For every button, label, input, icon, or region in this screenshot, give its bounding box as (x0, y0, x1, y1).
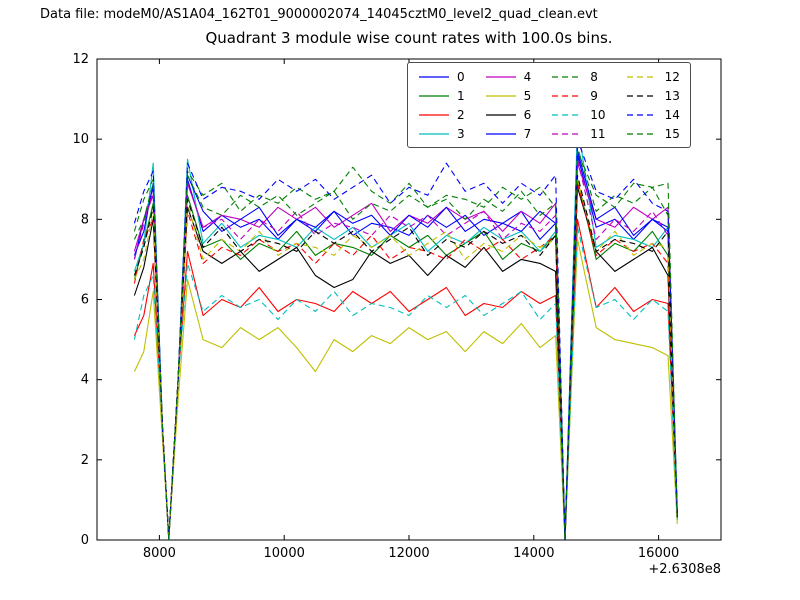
legend-line-sample (626, 113, 657, 116)
legend-item-5: 5 (485, 88, 532, 103)
legend-line-sample (419, 113, 449, 116)
series-line-6 (133, 186, 678, 540)
x-tick-label: 16000 (638, 546, 679, 561)
legend-item-3: 3 (418, 127, 465, 141)
legend-label: 15 (664, 126, 680, 141)
legend-label: 12 (664, 69, 680, 84)
series-line-9 (133, 182, 678, 540)
legend-label: 0 (457, 69, 465, 84)
series-line-13 (133, 174, 678, 540)
y-tick-label: 6 (81, 293, 89, 308)
legend-item-15: 15 (626, 127, 680, 141)
legend-item-7: 7 (485, 126, 532, 141)
series-line-2 (133, 218, 678, 540)
y-tick-label: 12 (72, 52, 89, 67)
legend-line-sample (626, 132, 657, 135)
series-line-3 (133, 122, 678, 540)
legend-line-sample (485, 75, 516, 78)
legend-label: 14 (664, 107, 680, 122)
legend-label: 3 (457, 126, 465, 141)
y-tick-label: 2 (81, 453, 89, 468)
legend-line-sample (552, 113, 583, 116)
legend-line-sample (552, 94, 583, 97)
series-line-14 (133, 138, 678, 540)
legend-line-sample (626, 94, 657, 97)
x-axis-offset-label: +2.6308e8 (648, 562, 721, 577)
legend-line-sample (419, 132, 449, 135)
x-tick-label: 8000 (143, 546, 176, 561)
legend-label: 2 (457, 107, 465, 122)
legend-item-14: 14 (626, 108, 680, 122)
legend-item-13: 13 (626, 89, 680, 103)
legend-line-sample (485, 113, 516, 116)
x-tick-label: 14000 (513, 546, 554, 561)
plot-title: Quadrant 3 module wise count rates with … (205, 29, 613, 47)
legend-item-12: 12 (626, 70, 680, 84)
legend-item-0: 0 (418, 70, 465, 84)
series-line-8 (133, 146, 678, 540)
series-line-5 (133, 238, 678, 540)
legend-line-sample (552, 75, 583, 78)
legend-label: 8 (590, 69, 598, 84)
legend-item-9: 9 (551, 89, 605, 103)
legend-label: 10 (590, 107, 606, 122)
y-tick-label: 0 (81, 533, 89, 548)
x-tick-label: 12000 (388, 546, 429, 561)
series-line-10 (133, 226, 678, 540)
legend-item-2: 2 (418, 108, 465, 122)
y-tick-label: 4 (81, 373, 89, 388)
series-line-12 (133, 178, 678, 540)
legend-line-sample (485, 132, 516, 135)
legend-item-8: 8 (551, 70, 605, 84)
legend-label: 9 (590, 88, 598, 103)
legend-label: 7 (523, 126, 532, 141)
legend-item-10: 10 (551, 107, 606, 122)
legend-label: 1 (457, 88, 465, 103)
legend-line-sample (419, 75, 449, 78)
y-tick-label: 8 (81, 212, 89, 227)
legend-line-sample (419, 94, 449, 97)
series-line-0 (133, 154, 678, 540)
legend-line-sample (552, 132, 583, 135)
legend-item-6: 6 (485, 107, 532, 122)
legend-label: 5 (523, 88, 532, 103)
legend-item-4: 4 (485, 69, 532, 84)
y-tick-label: 10 (72, 132, 89, 147)
legend-label: 6 (523, 107, 532, 122)
series-line-15 (133, 150, 678, 540)
x-tick-label: 10000 (264, 546, 305, 561)
legend-item-11: 11 (551, 126, 606, 141)
legend-line-sample (626, 75, 657, 78)
legend-label: 11 (590, 126, 606, 141)
legend: 0 1 2 3 4 5 6 7 8 9 10 11 12 13 14 15 (407, 62, 691, 148)
legend-label: 4 (523, 69, 532, 84)
legend-label: 13 (664, 88, 680, 103)
datafile-label: Data file: modeM0/AS1A04_162T01_90000020… (40, 7, 598, 22)
legend-item-1: 1 (418, 89, 465, 103)
legend-line-sample (485, 94, 516, 97)
